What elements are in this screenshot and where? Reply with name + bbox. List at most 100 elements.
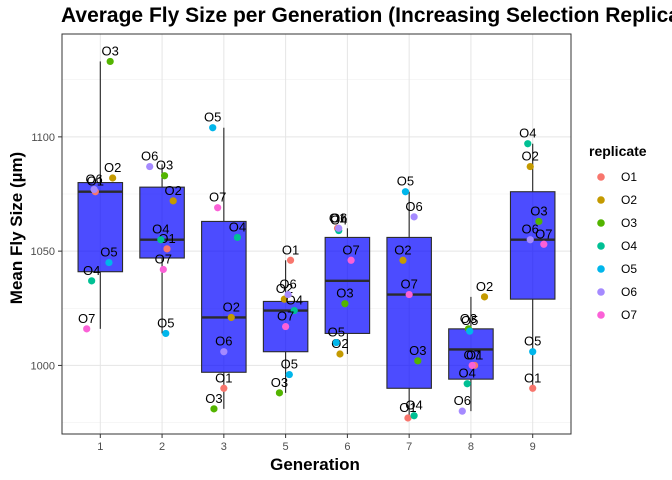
y-tick-label: 1050 [31, 246, 55, 258]
point-label: O5 [281, 357, 298, 372]
point-label: O6 [215, 334, 232, 349]
panel-background [62, 34, 571, 434]
x-tick-label: 7 [406, 441, 412, 453]
data-point [458, 407, 466, 415]
data-point [524, 140, 532, 148]
box-iqr [386, 236, 432, 389]
data-point [468, 361, 476, 370]
legend-label: O2 [621, 193, 637, 207]
legend-label: O5 [621, 262, 637, 276]
data-point [275, 389, 284, 397]
data-point [220, 348, 228, 356]
point-label: O3 [530, 203, 547, 218]
point-label: O4 [459, 366, 476, 381]
legend-key [597, 219, 605, 227]
data-point [282, 322, 290, 331]
data-point [335, 224, 343, 232]
point-label: O6 [454, 393, 471, 408]
data-point [227, 313, 235, 322]
legend-label: O7 [621, 308, 637, 322]
data-point [162, 329, 170, 338]
point-label: O4 [330, 213, 347, 228]
point-label: O7 [342, 242, 359, 257]
point-label: O4 [229, 219, 246, 234]
data-point [529, 348, 537, 356]
point-label: O6 [279, 277, 296, 292]
point-label: O3 [156, 158, 173, 173]
data-point [290, 306, 298, 315]
point-label: O3 [336, 286, 353, 301]
data-point [535, 217, 543, 226]
box-iqr [139, 186, 185, 259]
data-point [414, 357, 422, 365]
data-point [526, 236, 534, 244]
data-point [529, 384, 537, 392]
data-point [285, 370, 293, 379]
data-point [404, 414, 412, 422]
point-label: O5 [204, 110, 221, 125]
point-label: O1 [215, 370, 232, 385]
data-point [233, 233, 242, 242]
data-point [105, 258, 113, 267]
data-point [146, 162, 154, 171]
data-point [157, 236, 165, 244]
legend: replicate O1 O2 O3 O4 O5 O6 O7 [589, 143, 647, 322]
data-point [466, 327, 474, 335]
box-iqr [509, 191, 556, 300]
panel-border [61, 33, 572, 435]
point-label: O4 [519, 126, 536, 141]
legend-key [597, 288, 605, 296]
point-label: O6 [330, 210, 347, 225]
legend-key [597, 265, 605, 273]
point-label: O6 [85, 171, 102, 186]
data-point [401, 188, 410, 196]
point-label: O6 [405, 199, 422, 214]
x-axis-title: Generation [270, 455, 360, 474]
legend-label: O4 [621, 239, 637, 253]
box-iqr [77, 182, 124, 273]
point-label: O5 [328, 325, 345, 340]
point-label: O1 [466, 347, 483, 362]
point-label: O7 [78, 311, 95, 326]
legend-key [597, 242, 605, 250]
point-label: O2 [394, 242, 411, 257]
point-label: O3 [460, 311, 477, 326]
point-label: O3 [102, 43, 119, 58]
point-label: O1 [329, 210, 346, 225]
box-iqr [201, 220, 247, 373]
point-label: O5 [157, 315, 174, 330]
data-point [286, 256, 295, 264]
point-label: O2 [223, 299, 240, 314]
data-point [526, 162, 534, 171]
data-point [210, 405, 218, 413]
data-point [405, 290, 413, 299]
data-point [410, 412, 418, 420]
x-tick-label: 1 [97, 441, 103, 453]
point-label: O6 [141, 149, 158, 164]
point-label: O4 [405, 398, 422, 413]
point-label: O2 [104, 160, 121, 175]
legend-key [597, 311, 605, 319]
data-point [106, 57, 114, 66]
x-tick-label: 9 [530, 441, 536, 453]
x-tick-label: 8 [468, 441, 474, 453]
data-point [347, 256, 355, 264]
point-label: O5 [461, 313, 478, 328]
point-label: O4 [152, 222, 169, 237]
point-label: O7 [535, 226, 552, 241]
x-tick-label: 3 [221, 441, 227, 453]
data-point [284, 290, 292, 299]
chart-title: Average Fly Size per Generation (Increas… [61, 4, 672, 27]
data-point [88, 277, 96, 285]
data-point [83, 325, 91, 333]
y-tick-label: 1100 [31, 132, 55, 144]
point-label: O2 [165, 183, 182, 198]
point-label: O7 [155, 251, 172, 266]
data-point [332, 338, 340, 347]
x-tick-label: 2 [159, 441, 165, 453]
data-point [336, 350, 344, 358]
data-point [540, 240, 548, 248]
data-point [220, 384, 228, 392]
data-point [214, 204, 222, 212]
